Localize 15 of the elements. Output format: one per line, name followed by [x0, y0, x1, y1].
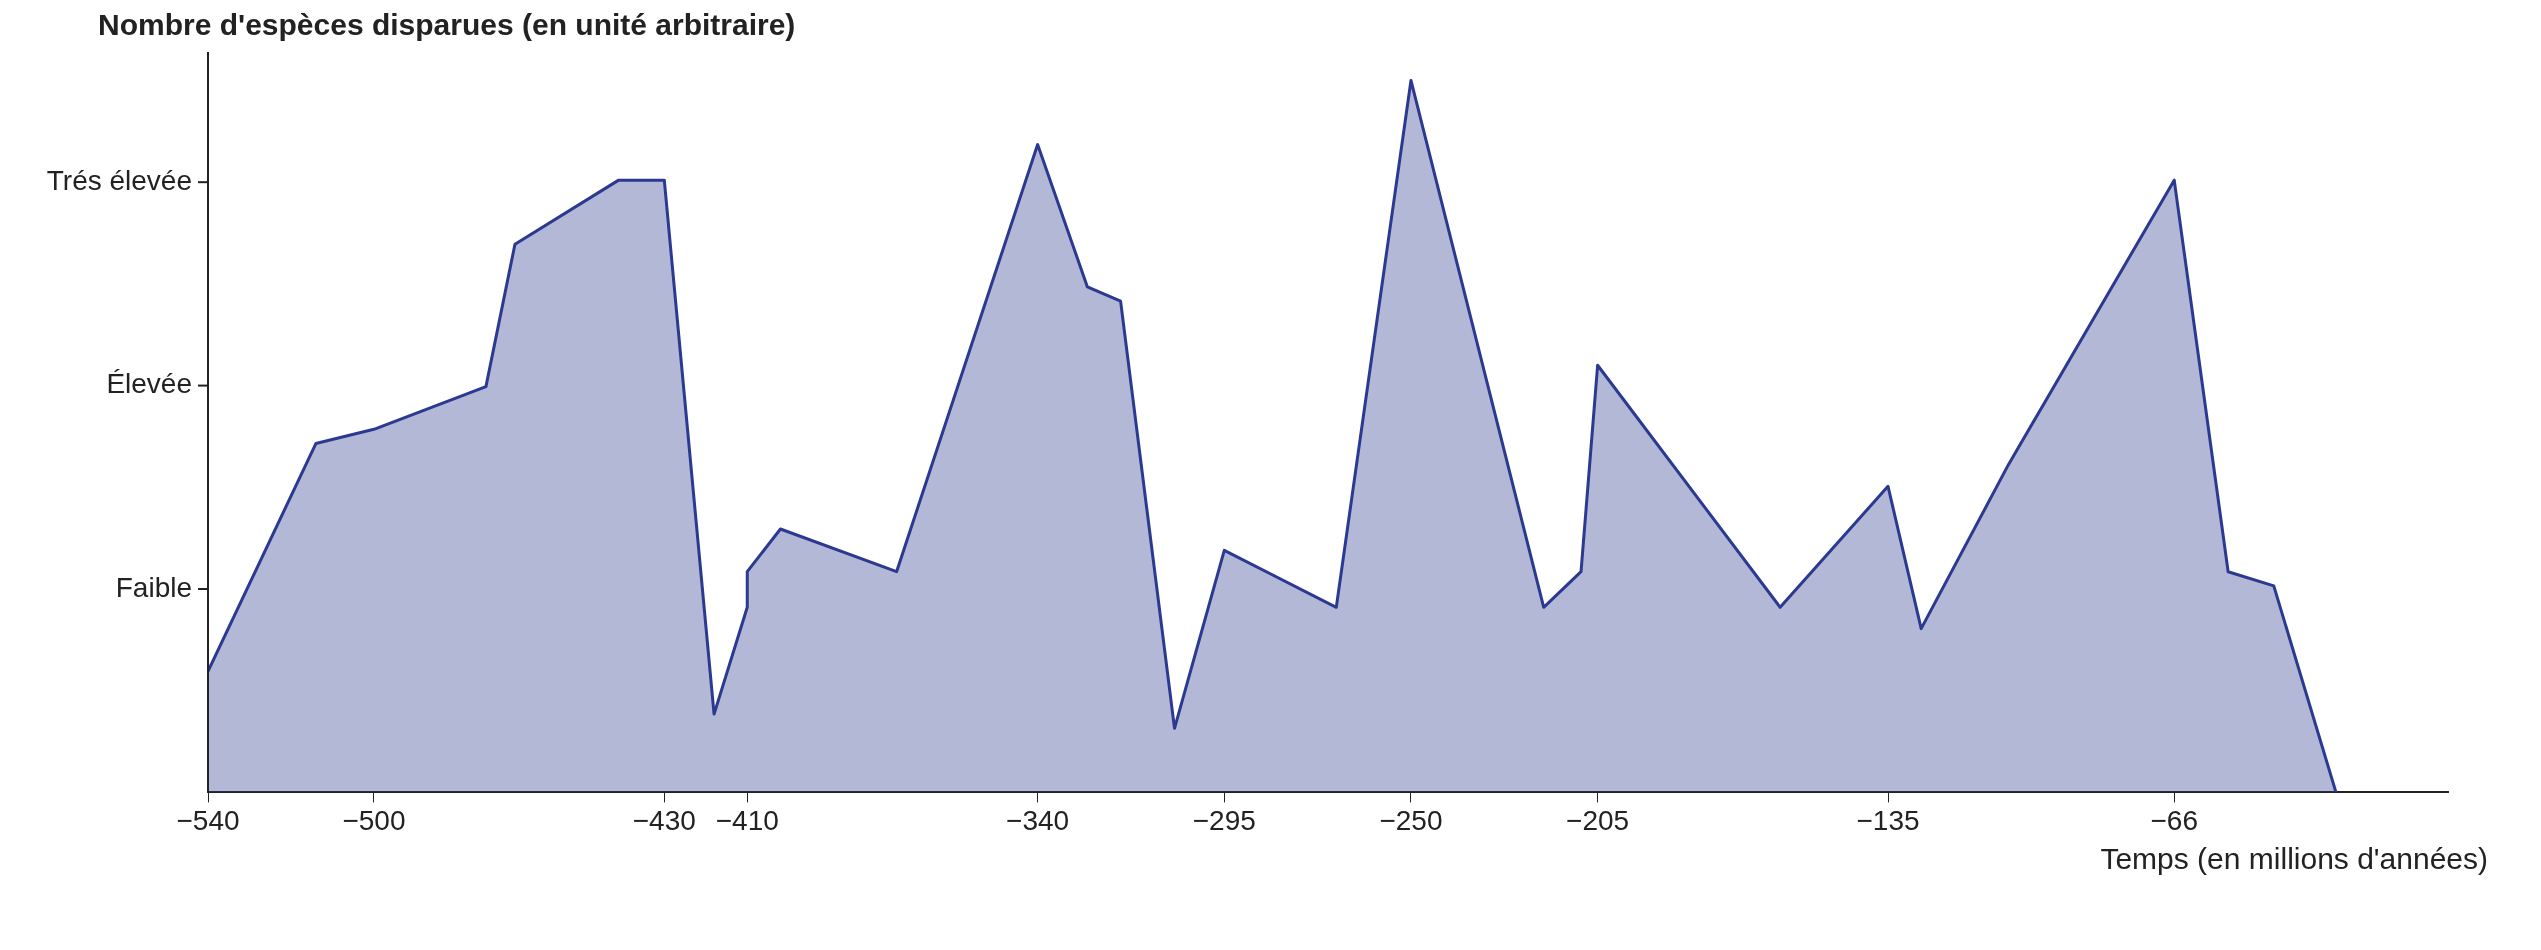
y-axis-title: Nombre d'espèces disparues (en unité arbitraire) [98, 8, 797, 42]
x-axis-title: Temps (en millions d'années) [2099, 842, 2488, 876]
x-tick-label: −430 [632, 804, 696, 836]
x-tick-label: −540 [176, 804, 240, 836]
text: Trés élevée [46, 164, 192, 196]
text: Faible [115, 571, 192, 603]
x-tick-label: −135 [1856, 804, 1920, 836]
x-tick-label: −250 [1379, 804, 1443, 836]
text: Élevée [106, 368, 192, 400]
x-tick-label: −66 [2150, 804, 2198, 836]
x-tick-label: −410 [715, 804, 779, 836]
x-tick-label: −500 [342, 804, 406, 836]
x-tick-label: −295 [1192, 804, 1256, 836]
x-tick-label: −205 [1566, 804, 1630, 836]
x-tick-label: −340 [1006, 804, 1070, 836]
